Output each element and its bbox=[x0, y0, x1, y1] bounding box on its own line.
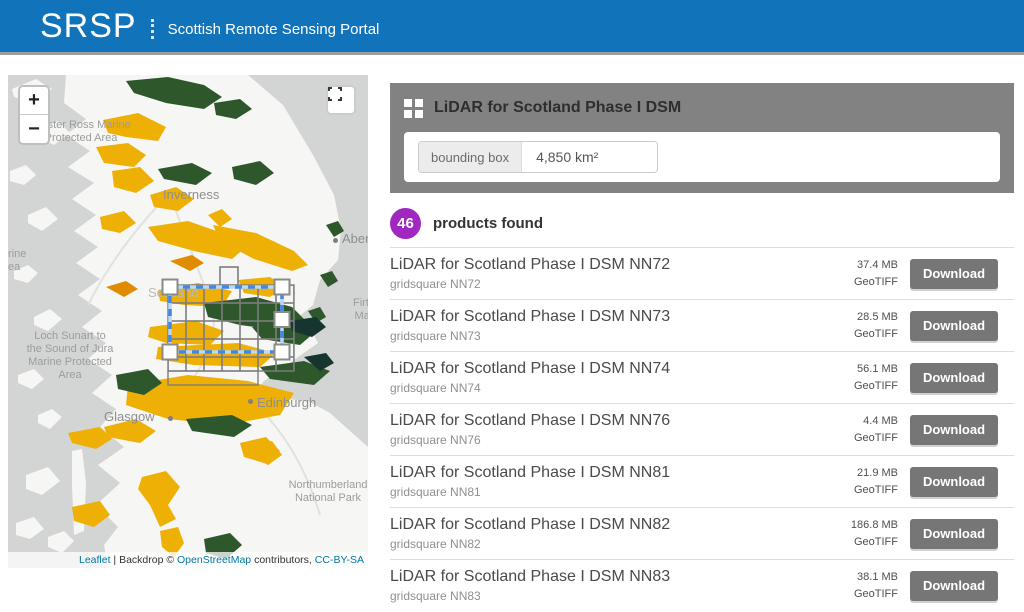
dataset-grid-icon bbox=[404, 99, 423, 118]
product-title: LiDAR for Scotland Phase I DSM NN76 bbox=[390, 412, 854, 430]
leaflet-map[interactable]: Wester Ross Marine Protected Area rine e… bbox=[8, 75, 368, 568]
results-summary: 46 products found bbox=[390, 203, 1014, 243]
app-header: SRSP Scottish Remote Sensing Portal bbox=[0, 0, 1024, 55]
bbox-handle-bottom-right[interactable] bbox=[275, 345, 290, 360]
filter-label: bounding box bbox=[419, 142, 522, 172]
dataset-title: LiDAR for Scotland Phase I DSM bbox=[434, 99, 681, 117]
product-size: 37.4 MB bbox=[854, 257, 898, 274]
product-size: 28.5 MB bbox=[854, 309, 898, 326]
product-gridsquare: gridsquare NN81 bbox=[390, 485, 854, 499]
app-logo: SRSP bbox=[40, 7, 137, 46]
dataset-panel: LiDAR for Scotland Phase I DSM bounding … bbox=[390, 83, 1014, 193]
product-format: GeoTIFF bbox=[854, 430, 898, 447]
fullscreen-icon bbox=[328, 87, 342, 101]
download-button[interactable]: Download bbox=[910, 415, 998, 445]
filter-box: bounding box 4,850 km² bbox=[404, 132, 1000, 182]
product-title: LiDAR for Scotland Phase I DSM NN83 bbox=[390, 568, 854, 586]
map-attribution: Leaflet | Backdrop © OpenStreetMap contr… bbox=[8, 552, 368, 568]
product-size: 186.8 MB bbox=[851, 517, 898, 534]
product-format: GeoTIFF bbox=[854, 274, 898, 291]
product-row: LiDAR for Scotland Phase I DSM NN82 grid… bbox=[390, 507, 1014, 559]
product-size: 38.1 MB bbox=[854, 569, 898, 586]
zoom-out-button[interactable]: − bbox=[20, 115, 48, 143]
product-gridsquare: gridsquare NN74 bbox=[390, 381, 854, 395]
download-button[interactable]: Download bbox=[910, 571, 998, 601]
download-button[interactable]: Download bbox=[910, 259, 998, 289]
product-format: GeoTIFF bbox=[854, 378, 898, 395]
product-gridsquare: gridsquare NN82 bbox=[390, 537, 851, 551]
product-row: LiDAR for Scotland Phase I DSM NN81 grid… bbox=[390, 455, 1014, 507]
bbox-handle-top-left[interactable] bbox=[163, 280, 178, 295]
download-button[interactable]: Download bbox=[910, 311, 998, 341]
product-format: GeoTIFF bbox=[851, 534, 898, 551]
download-button[interactable]: Download bbox=[910, 519, 998, 549]
openstreetmap-link[interactable]: OpenStreetMap bbox=[177, 554, 251, 566]
product-size: 21.9 MB bbox=[854, 465, 898, 482]
zoom-in-button[interactable]: + bbox=[20, 87, 48, 115]
product-format: GeoTIFF bbox=[854, 586, 898, 603]
attribution-text-1: | Backdrop © bbox=[111, 554, 178, 566]
results-label: products found bbox=[433, 215, 543, 232]
map-overlay-layer bbox=[8, 75, 368, 568]
product-title: LiDAR for Scotland Phase I DSM NN73 bbox=[390, 308, 854, 326]
product-row: LiDAR for Scotland Phase I DSM NN74 grid… bbox=[390, 351, 1014, 403]
zoom-control: + − bbox=[18, 85, 50, 145]
download-button[interactable]: Download bbox=[910, 467, 998, 497]
bbox-handle-bottom-left[interactable] bbox=[163, 345, 178, 360]
product-list: LiDAR for Scotland Phase I DSM NN72 grid… bbox=[390, 247, 1014, 611]
app-subtitle: Scottish Remote Sensing Portal bbox=[168, 21, 380, 38]
bbox-handle-top-right[interactable] bbox=[275, 280, 290, 295]
product-gridsquare: gridsquare NN72 bbox=[390, 277, 854, 291]
product-size: 56.1 MB bbox=[854, 361, 898, 378]
product-gridsquare: gridsquare NN83 bbox=[390, 589, 854, 603]
header-divider bbox=[151, 19, 154, 39]
product-title: LiDAR for Scotland Phase I DSM NN82 bbox=[390, 516, 851, 534]
fullscreen-button[interactable] bbox=[326, 85, 356, 115]
product-row: LiDAR for Scotland Phase I DSM NN73 grid… bbox=[390, 299, 1014, 351]
product-title: LiDAR for Scotland Phase I DSM NN74 bbox=[390, 360, 854, 378]
product-format: GeoTIFF bbox=[854, 482, 898, 499]
product-title: LiDAR for Scotland Phase I DSM NN81 bbox=[390, 464, 854, 482]
results-count-badge: 46 bbox=[390, 208, 421, 239]
leaflet-link[interactable]: Leaflet bbox=[79, 554, 111, 566]
bounding-box-filter[interactable]: bounding box 4,850 km² bbox=[418, 141, 658, 173]
product-gridsquare: gridsquare NN76 bbox=[390, 433, 854, 447]
filter-value[interactable]: 4,850 km² bbox=[522, 142, 657, 172]
attribution-text-2: contributors, bbox=[251, 554, 315, 566]
product-row: LiDAR for Scotland Phase I DSM NN72 grid… bbox=[390, 247, 1014, 299]
product-title: LiDAR for Scotland Phase I DSM NN72 bbox=[390, 256, 854, 274]
product-row: LiDAR for Scotland Phase I DSM NN83 grid… bbox=[390, 559, 1014, 611]
license-link[interactable]: CC-BY-SA bbox=[315, 554, 364, 566]
product-gridsquare: gridsquare NN73 bbox=[390, 329, 854, 343]
product-size: 4.4 MB bbox=[854, 413, 898, 430]
product-format: GeoTIFF bbox=[854, 326, 898, 343]
product-row: LiDAR for Scotland Phase I DSM NN76 grid… bbox=[390, 403, 1014, 455]
download-button[interactable]: Download bbox=[910, 363, 998, 393]
results-column: LiDAR for Scotland Phase I DSM bounding … bbox=[390, 83, 1014, 611]
bbox-handle-right-mid[interactable] bbox=[275, 312, 290, 327]
